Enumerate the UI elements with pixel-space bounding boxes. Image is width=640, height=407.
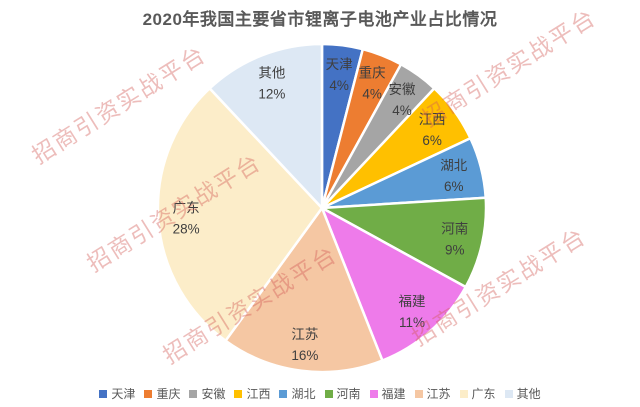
legend-item-河南: 河南 [324,387,361,401]
pie-slice-其他 [208,42,324,210]
legend-swatch-icon [144,390,153,398]
legend-swatch-icon [459,390,468,398]
legend-swatch-icon [99,390,108,398]
legend-item-安徽: 安徽 [189,388,225,400]
legend-label: 天津 [111,387,136,401]
slice-label-江苏: 江苏 16% [291,327,318,363]
legend-swatch-icon [279,390,288,398]
legend-item-天津: 天津 [99,388,135,400]
legend-swatch-icon [414,390,423,398]
legend-swatch-icon [504,390,513,398]
slice-label-河南: 河南 9% [441,222,468,258]
legend-label: 湖北 [291,387,316,401]
slice-label-安徽: 安徽 4% [389,82,416,118]
pie-slice-江苏 [224,206,384,374]
legend-item-广东: 广东 [459,387,496,401]
chart-title: 2020年我国主要省市锂离子电池产业占比情况 [142,10,498,29]
legend: 天津 重庆 安徽 江西 湖北 河南 福建 江苏 广东 其他 [0,385,640,403]
slice-label-福建: 福建 11% [399,294,426,330]
legend-swatch-icon [189,390,198,398]
legend-item-其他: 其他 [504,387,541,401]
legend-item-江西: 江西 [234,388,270,400]
pie-slice-河南 [320,196,488,289]
legend-label: 江苏 [426,387,451,401]
legend-label: 重庆 [156,387,181,401]
legend-item-重庆: 重庆 [144,388,180,400]
slice-label-广东: 广东 28% [173,201,200,237]
legend-swatch-icon [369,390,378,398]
legend-item-福建: 福建 [369,387,406,401]
legend-label: 江西 [246,387,271,401]
legend-label: 广东 [471,387,496,401]
legend-label: 河南 [336,387,361,401]
legend-label: 其他 [516,387,541,401]
legend-item-湖北: 湖北 [279,387,316,401]
legend-item-江苏: 江苏 [414,387,451,401]
legend-swatch-icon [324,390,333,398]
slice-label-重庆: 重庆 4% [359,65,386,101]
legend-swatch-icon [234,390,243,398]
slice-label-天津: 天津 4% [326,57,353,93]
slice-label-其他: 其他 12% [258,65,285,101]
legend-label: 安徽 [201,387,226,401]
slice-label-湖北: 湖北 6% [440,158,467,194]
pie-slice-广东 [156,87,324,342]
pie-slice-福建 [320,206,467,362]
legend-label: 福建 [381,387,406,401]
slice-label-江西: 江西 6% [419,112,446,148]
